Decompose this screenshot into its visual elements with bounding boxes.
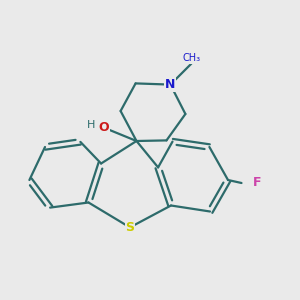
Text: CH₃: CH₃ bbox=[182, 53, 200, 63]
Text: N: N bbox=[165, 78, 176, 91]
Text: S: S bbox=[125, 221, 134, 234]
Text: H: H bbox=[87, 120, 96, 130]
Text: F: F bbox=[253, 176, 262, 190]
Text: O: O bbox=[98, 121, 109, 134]
